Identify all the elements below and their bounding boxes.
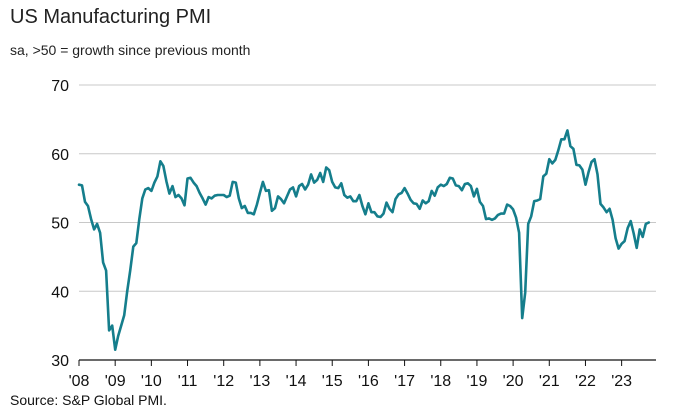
x-tick-label: '14	[286, 373, 307, 390]
chart-subtitle: sa, >50 = growth since previous month	[10, 42, 251, 58]
x-tick-label: '13	[249, 373, 270, 390]
x-tick-label: '12	[213, 373, 234, 390]
series-layer	[77, 129, 651, 352]
grid-layer	[79, 84, 656, 292]
axis-layer: 30 40 50 60 70 '08 '09 '10 '11 '12 '13 '14 '15 '16 '17…	[51, 78, 656, 390]
source-note: Source: S&P Global PMI.	[10, 392, 167, 408]
chart-title: US Manufacturing PMI	[10, 6, 212, 28]
x-tick-label: '20	[503, 373, 524, 390]
x-tick-label: '10	[141, 373, 162, 390]
y-tick-label: 40	[51, 284, 69, 301]
x-tick-label: '16	[358, 373, 379, 390]
x-tick-label: '19	[467, 373, 488, 390]
y-tick-label: 70	[51, 78, 69, 95]
y-tick-label: 30	[51, 353, 69, 370]
x-tick-label: '11	[178, 373, 198, 390]
x-tick-label: '18	[430, 373, 451, 390]
x-tick-label: '08	[69, 373, 90, 390]
x-tick-label: '17	[394, 373, 415, 390]
x-tick-label: '22	[575, 373, 596, 390]
y-tick-label: 60	[51, 147, 69, 164]
series-line-pmi	[77, 129, 651, 352]
x-tick-label: '15	[322, 373, 343, 390]
x-tick-label: '21	[539, 373, 560, 390]
x-tick-label: '09	[105, 373, 126, 390]
x-tick-label: '23	[611, 373, 632, 390]
y-tick-label: 50	[51, 216, 69, 233]
